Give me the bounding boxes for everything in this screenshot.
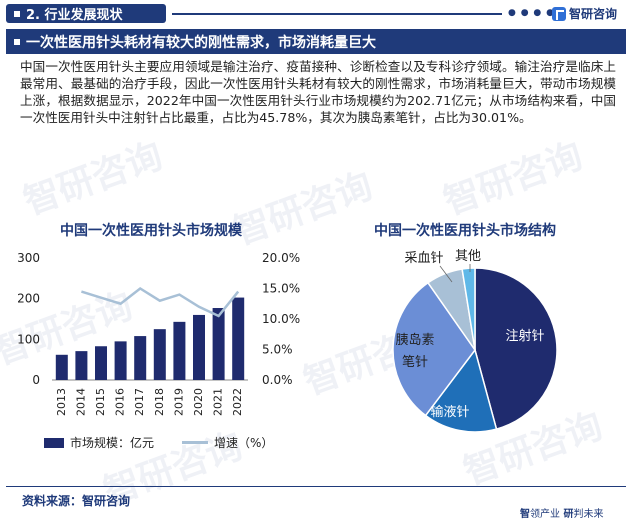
y-left-tick-label: 0 — [32, 373, 40, 387]
y-left-tick-label: 200 — [17, 292, 40, 306]
pie-slice-label: 胰岛素 — [395, 332, 434, 348]
leader-line — [439, 265, 453, 283]
legend-label: 市场规模：亿元 — [70, 436, 155, 450]
bar — [114, 341, 127, 380]
bar — [134, 336, 147, 380]
y-right-tick-label: 5.0% — [262, 343, 293, 357]
y-left-tick-label: 100 — [17, 332, 40, 346]
square-bullet-icon — [14, 10, 20, 17]
x-tick-label: 2015 — [94, 388, 107, 416]
pie-slice — [424, 348, 498, 433]
section-title: 2. 行业发展现状 — [26, 8, 123, 23]
data-source: 资料来源：智研咨询 — [22, 494, 131, 508]
pie-slice — [461, 267, 476, 351]
x-tick-label: 2014 — [74, 388, 87, 416]
top-bar: 2. 行业发展现状 ● ● ● ● 智研咨询 — [0, 0, 632, 27]
x-tick-label: 2016 — [114, 388, 127, 416]
brand-logo: 智研咨询 — [552, 5, 617, 22]
intro-paragraph: 中国一次性医用针头主要应用领域是输注治疗、疫苗接种、诊断检查以及专科诊疗领域。输… — [20, 59, 616, 125]
bar — [153, 329, 166, 380]
pie-slice-label: 其他 — [455, 249, 481, 264]
header-rule — [172, 13, 502, 15]
watermark: 智研咨询 — [18, 135, 168, 224]
pie-slice — [474, 267, 558, 431]
bar — [193, 314, 205, 380]
legend-growth: 增速（%） — [182, 434, 273, 451]
banner-title: 一次性医用针头耗材有较大的刚性需求，市场消耗量巨大 — [26, 34, 376, 51]
brand-name: 智研咨询 — [569, 7, 618, 21]
y-right-tick-label: 0.0% — [262, 373, 293, 387]
source-rule — [6, 486, 626, 487]
bar — [173, 321, 186, 380]
growth-line — [81, 286, 240, 318]
pie-slice-label: 注射针 — [505, 328, 544, 344]
bar — [212, 308, 225, 380]
footer-brand: 智领产业 研判未来 — [520, 505, 603, 520]
page-banner: 一次性医用针头耗材有较大的刚性需求，市场消耗量巨大 — [6, 29, 626, 54]
bar-chart-title: 中国一次性医用针头市场规模 — [60, 223, 242, 239]
pie-slice-label: 笔针 — [402, 354, 428, 370]
x-tick-label: 2020 — [192, 388, 205, 416]
pie-slice-label: 采血针 — [404, 251, 443, 266]
legend-bar-swatch — [44, 437, 64, 448]
pie-chart-title: 中国一次性医用针头市场结构 — [374, 223, 556, 239]
bar — [95, 346, 107, 380]
footer-brand-part: 领产业 — [530, 509, 560, 520]
header-dots: ● ● ● ● — [508, 8, 555, 18]
y-right-tick-label: 15.0% — [262, 282, 300, 296]
x-tick-label: 2019 — [172, 388, 185, 416]
y-left-tick-label: 300 — [17, 251, 40, 265]
legend-line-swatch — [182, 441, 208, 444]
square-bullet-icon — [14, 38, 20, 45]
x-tick-label: 2013 — [55, 388, 68, 416]
brand-logo-icon — [552, 6, 566, 21]
y-right-tick-label: 10.0% — [262, 312, 300, 326]
footer-brand-part: 判未来 — [573, 509, 604, 520]
bar — [75, 351, 88, 380]
x-tick-label: 2022 — [231, 388, 244, 416]
watermark: 智研咨询 — [438, 135, 588, 224]
legend-label: 增速（%） — [214, 436, 274, 450]
section-header: 2. 行业发展现状 — [6, 4, 166, 23]
watermark: 智研咨询 — [228, 165, 378, 254]
x-tick-label: 2018 — [153, 388, 166, 416]
footer-brand-part: 智 — [520, 509, 530, 520]
y-right-tick-label: 20.0% — [262, 251, 300, 265]
x-tick-label: 2017 — [133, 388, 146, 416]
footer-brand-part: 研 — [563, 509, 574, 520]
bar — [55, 354, 68, 380]
pie-slice-label: 输液针 — [430, 404, 469, 420]
pie-slice — [392, 281, 476, 417]
legend-market-size: 市场规模：亿元 — [44, 434, 154, 451]
bar — [232, 297, 245, 380]
x-tick-label: 2021 — [212, 388, 225, 416]
market-size-chart: 0 100 200 300 0.0% 5.0% 10.0% 15.0% 20.0% 2013 201… — [17, 251, 300, 416]
